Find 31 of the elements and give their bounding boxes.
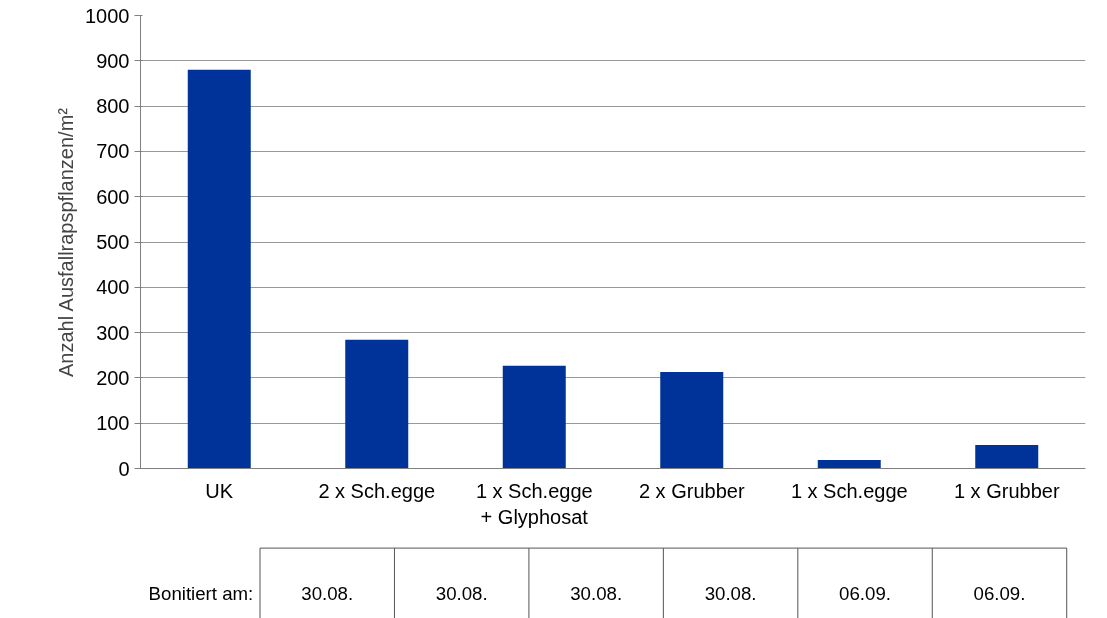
x-tick-label: 2 x Grubber (638, 479, 745, 502)
text: 06.09. (973, 583, 1026, 605)
text: 30.08. (570, 583, 623, 605)
text: 30.08. (301, 583, 354, 605)
y-axis-title: Anzahl Ausfallrapspflanzen/m² (55, 107, 78, 378)
text: 06.09. (839, 583, 891, 605)
x-tick-label: 1 x Sch.egge + Glyphosat (475, 479, 593, 528)
x-tick-label: 2 x Sch.egge (318, 479, 436, 502)
y-tick-label: 200 (96, 366, 130, 389)
bar (975, 444, 1039, 469)
text: 30.08. (704, 583, 757, 605)
bar (502, 365, 566, 469)
x-tick-label: 1 x Grubber (953, 479, 1060, 502)
bar (817, 459, 881, 469)
bar (660, 372, 724, 469)
bar (345, 339, 409, 469)
y-tick-label: 700 (96, 140, 130, 163)
y-tick-label: 100 (96, 412, 130, 435)
y-tick-label: 600 (96, 185, 130, 208)
text: 30.08. (435, 583, 488, 605)
y-tick-label: 800 (96, 95, 130, 118)
x-tick-label: 1 x Sch.egge (790, 479, 908, 502)
x-tick-label: UK (205, 479, 234, 502)
y-tick-label: 1000 (85, 4, 130, 27)
y-tick-label: 400 (96, 276, 130, 299)
text: Bonitiert am: (148, 583, 254, 605)
bar (187, 69, 251, 469)
y-tick-label: 900 (96, 49, 130, 72)
y-tick-label: 300 (96, 321, 130, 344)
y-tick-label: 0 (118, 457, 130, 480)
y-tick-label: 500 (96, 231, 130, 253)
